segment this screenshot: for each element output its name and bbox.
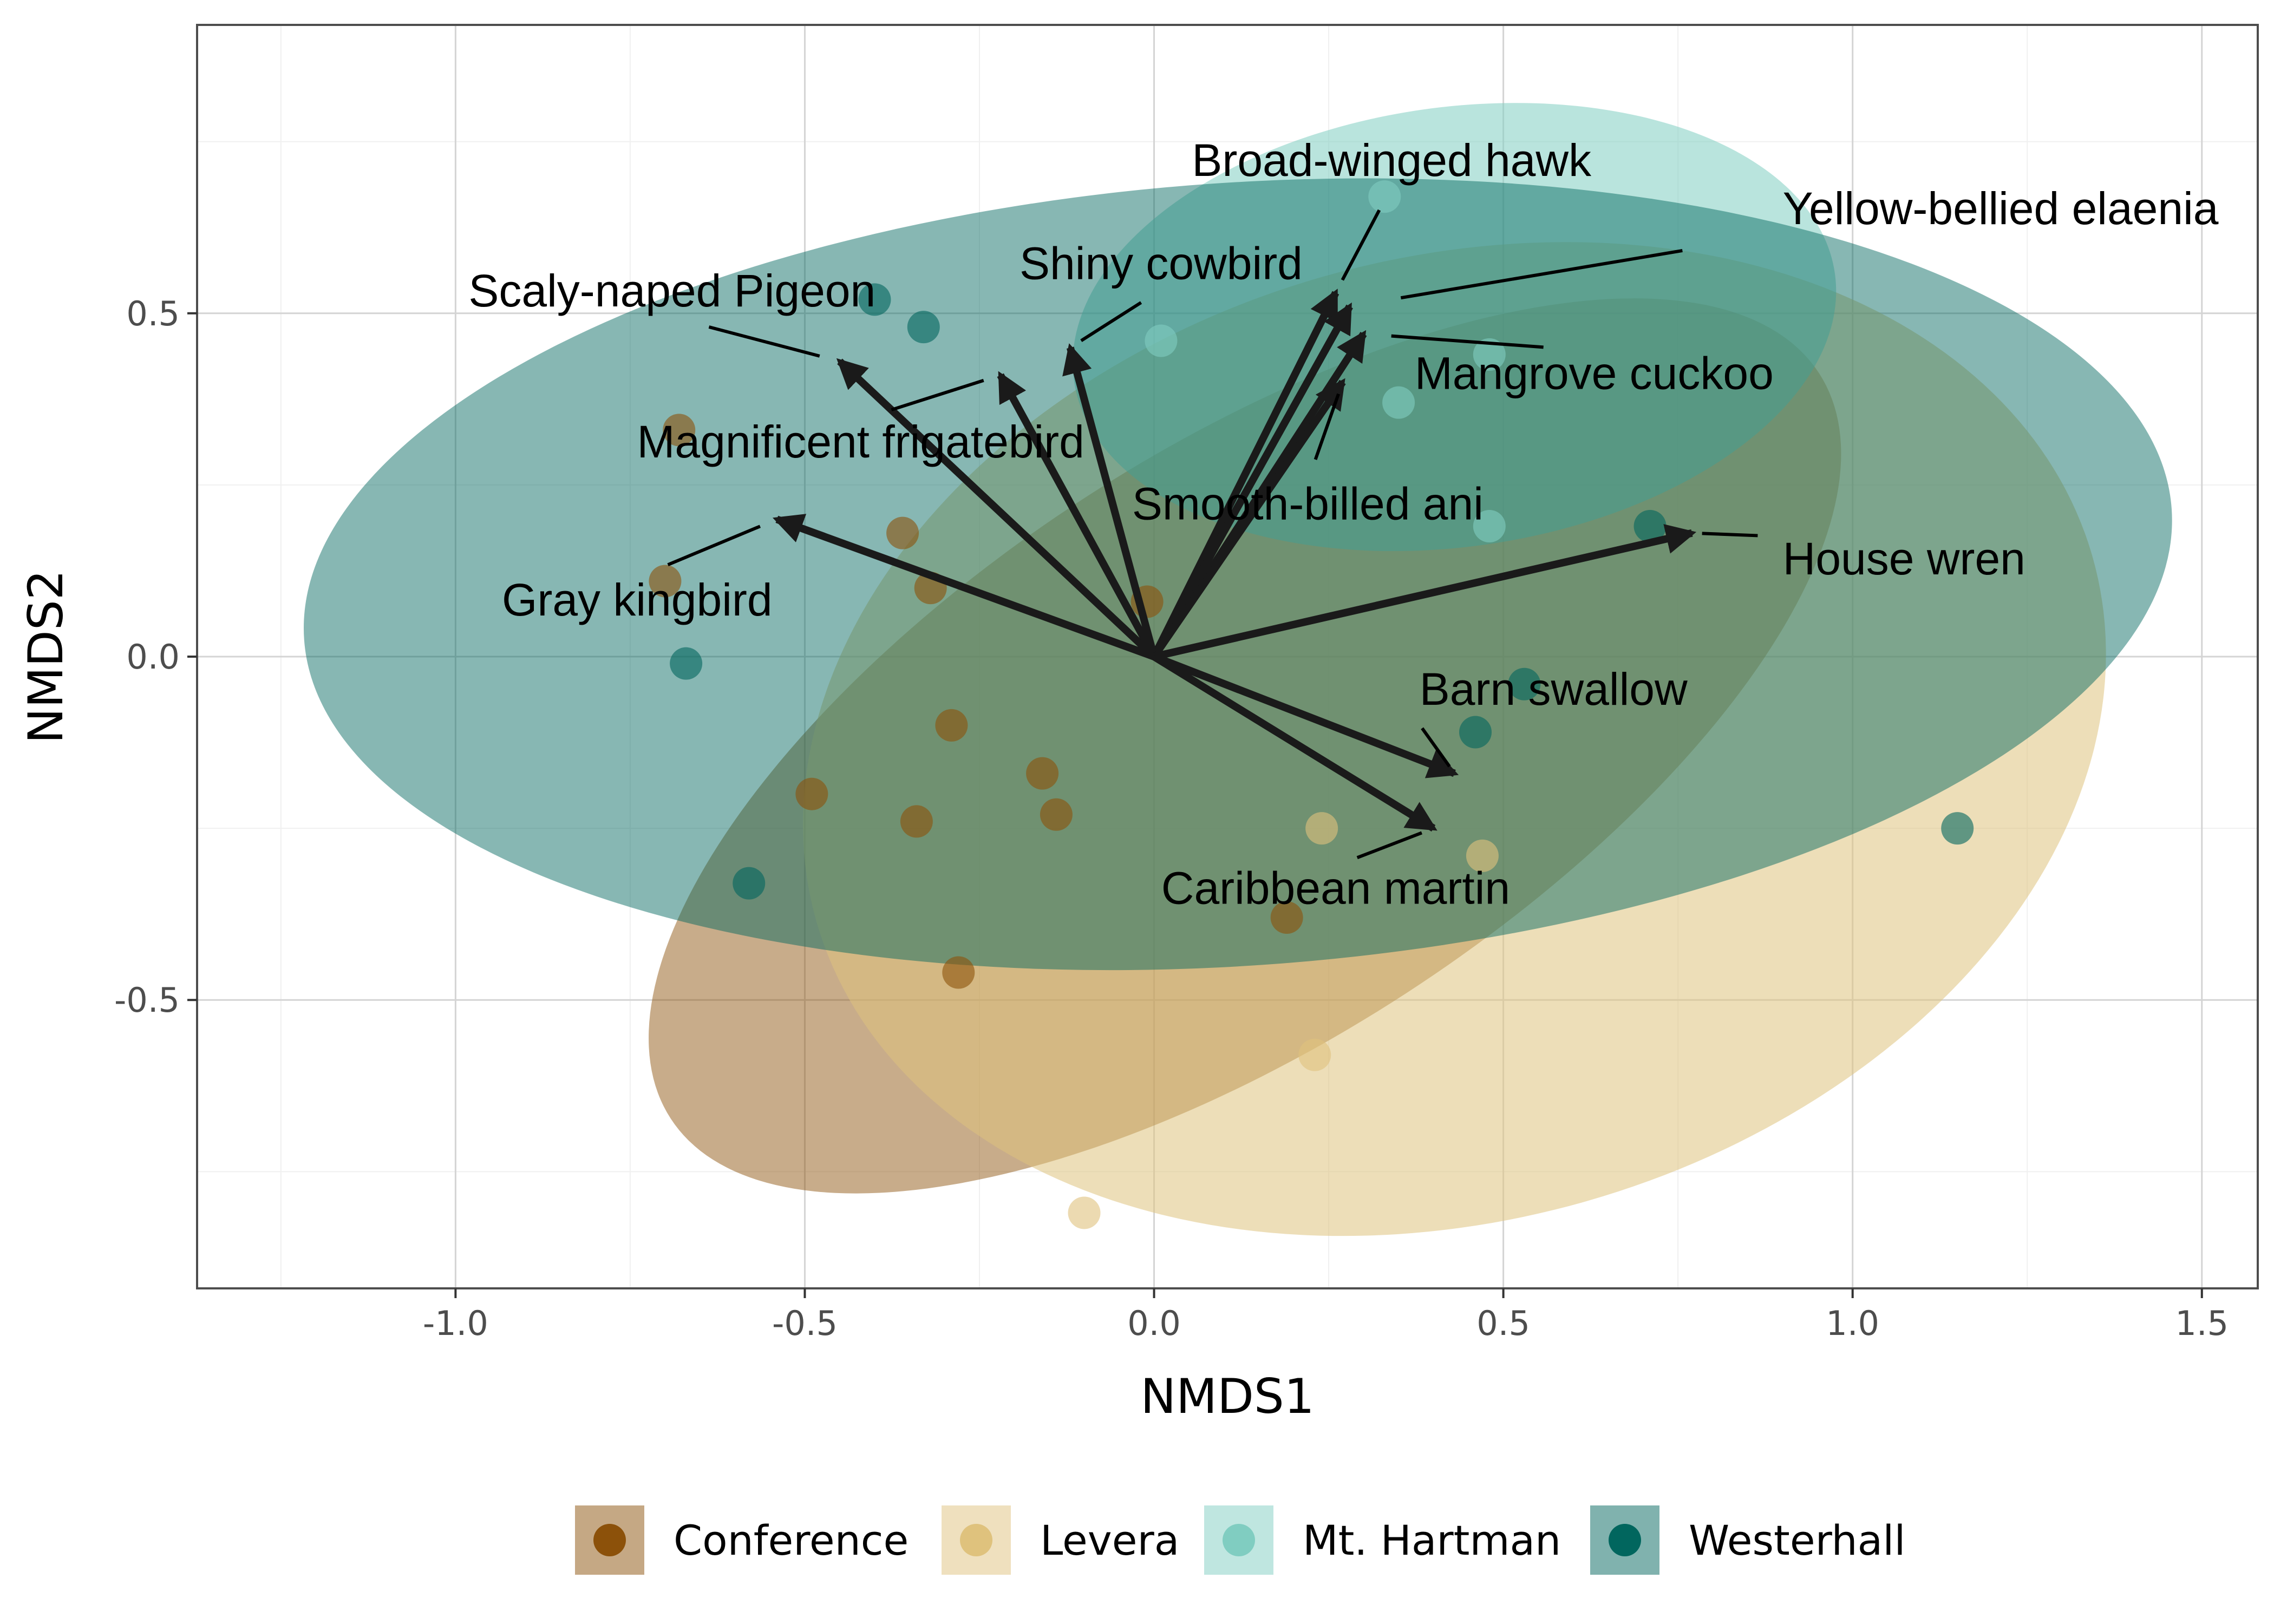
point-conference [1040,798,1073,831]
point-mt-hartman [1145,324,1178,357]
vector-arrow [1152,653,1437,832]
point-levera [1466,839,1499,872]
point-conference [942,956,975,989]
vector-label: Scaly-naped Pigeon [468,265,875,316]
vector-arrow [1151,378,1346,659]
legend-label: Levera [1040,1516,1179,1564]
vector-label: Gray kingbird [502,574,773,625]
ellipse-westerhall [303,178,2172,971]
point-westerhall [907,311,940,344]
legend-key-point [1609,1524,1641,1556]
vector-label: Smooth-billed ani [1132,478,1484,529]
point-conference [663,414,696,447]
point-mt-hartman [1473,338,1506,371]
legend-item-westerhall: Westerhall [1590,1505,1905,1575]
vector-label-leader [1341,209,1381,281]
x-axis-title: NMDS1 [1140,1368,1314,1424]
point-mt-hartman [1382,386,1415,419]
point-westerhall [1633,509,1667,542]
vector-label-leader [1391,334,1544,349]
point-westerhall [670,647,703,680]
site-points [649,180,1974,1229]
point-westerhall [1459,716,1492,749]
species-vector-labels: Broad-winged hawk Yellow-bellied elaenia M… [468,135,2218,914]
x-tick-label: 1.0 [1826,1304,1879,1343]
vector-label-leader [667,525,761,566]
vector-arrow [1152,653,1459,778]
point-conference [795,777,828,810]
point-conference [886,516,919,549]
axis-ticks: -1.0 -0.5 0.0 0.5 1.0 1.5 -0.5 0.0 0.5 [114,294,2229,1343]
legend: Conference Levera Mt. Hartman Westerhall [575,1505,1905,1575]
legend-key-point [593,1524,626,1556]
vector-label: Barn swallow [1420,664,1688,715]
x-tick-label: 1.5 [2175,1304,2229,1343]
point-mt-hartman [1368,180,1401,213]
vector-arrow [1151,302,1353,659]
point-conference [935,709,968,742]
legend-label: Conference [674,1516,909,1564]
vector-label: Broad-winged hawk [1192,135,1592,186]
point-westerhall [858,283,891,316]
vector-label-leader [1702,532,1758,538]
x-tick-label: -0.5 [772,1304,838,1343]
legend-key-point [1223,1524,1255,1556]
vector-label-leader [1314,393,1340,460]
vector-label-leader [1421,727,1451,768]
legend-item-conference: Conference [575,1505,909,1575]
x-tick-label: -1.0 [423,1304,488,1343]
x-tick-label: 0.5 [1476,1304,1530,1343]
vector-label-leader [708,325,820,358]
point-mt-hartman [1473,509,1506,542]
y-axis-title: NMDS2 [18,569,74,743]
vector-arrow [1062,343,1158,658]
vector-label: Mangrove cuckoo [1415,348,1774,398]
legend-item-mt-hartman: Mt. Hartman [1204,1505,1561,1575]
ellipse-levera [802,242,2106,1236]
y-tick-label: 0.0 [126,637,180,677]
legend-label: Mt. Hartman [1303,1516,1561,1564]
vector-label-leader [891,378,984,411]
vector-label: Yellow-bellied elaenia [1783,183,2219,234]
point-westerhall [1508,667,1541,700]
y-tick-label: -0.5 [114,980,180,1020]
point-conference [1270,901,1303,934]
vector-label: Caribbean martin [1161,863,1510,914]
point-levera [1298,1038,1331,1071]
point-levera [1305,812,1338,845]
vector-arrow [1153,524,1697,660]
y-tick-label: 0.5 [126,294,180,333]
vector-label: House wren [1783,533,2025,584]
vector-label-leader [1400,248,1683,300]
point-westerhall [1941,812,1974,845]
vector-label-leader [1080,301,1142,342]
legend-item-levera: Levera [942,1505,1179,1575]
vector-arrow [997,371,1158,659]
point-westerhall [733,867,766,900]
point-conference [900,805,933,838]
x-tick-label: 0.0 [1127,1304,1181,1343]
point-levera [1068,1196,1101,1229]
point-conference [649,565,682,598]
vector-label-leader [1356,831,1423,860]
vector-arrow [772,514,1155,660]
legend-key-point [960,1524,992,1556]
point-conference [1026,757,1059,790]
vector-label: Shiny cowbird [1020,238,1303,289]
vector-label: Magnificent frigatebird [637,416,1084,467]
species-vectors [772,289,1697,832]
legend-label: Westerhall [1689,1516,1905,1564]
